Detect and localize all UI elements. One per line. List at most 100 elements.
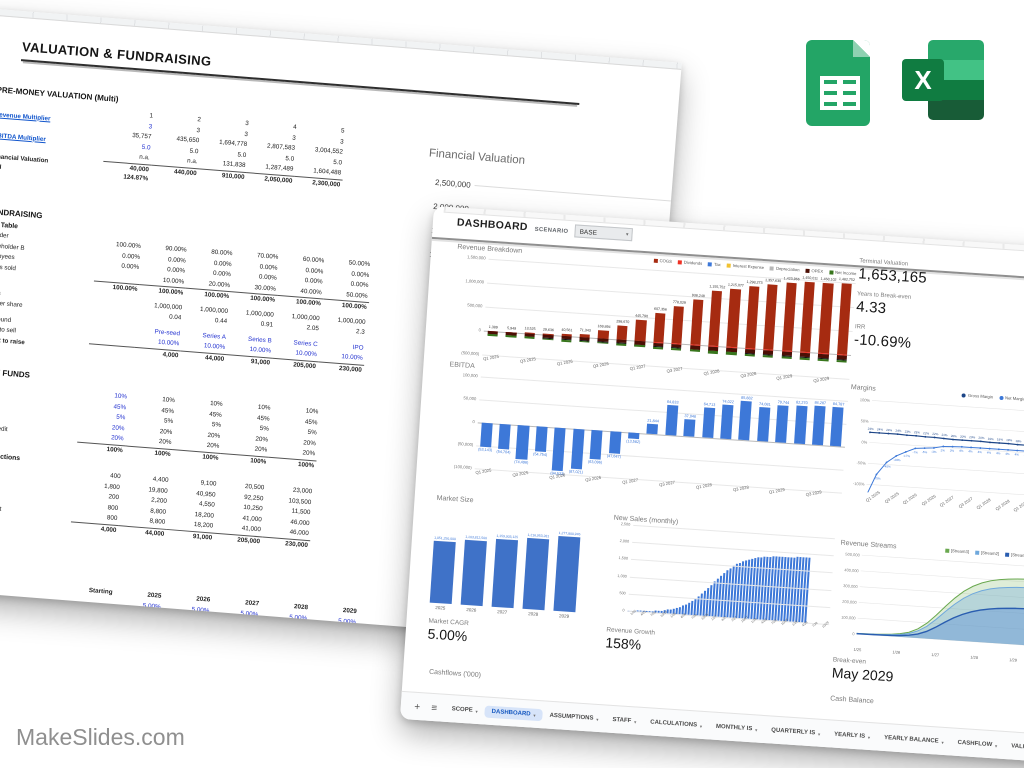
tab-quarterly-is[interactable]: QUARTERLY IS ▾	[764, 724, 828, 740]
cell	[88, 342, 135, 357]
bar-segment-costs	[671, 343, 682, 351]
data-label: 4%	[968, 449, 973, 453]
tab-assumptions[interactable]: ASSUMPTIONS ▾	[542, 709, 606, 725]
cell: 10.00%	[333, 627, 356, 637]
tab-valuation[interactable]: VALUATION▾	[1004, 740, 1024, 755]
data-point	[988, 447, 991, 450]
data-point	[924, 435, 927, 438]
tab-cashflow[interactable]: CASHFLOW ▾	[950, 736, 1004, 752]
chevron-down-icon: ▾	[533, 712, 536, 718]
axis-tick-label: 1/29	[1009, 657, 1018, 663]
axis-tick-label: 0	[478, 327, 482, 333]
bar-segment-costs	[487, 330, 499, 337]
cost-segment	[799, 357, 811, 361]
data-label: 4%	[996, 451, 1001, 455]
bar-group: 1,103,812,500 2026	[460, 535, 487, 613]
add-sheet-button[interactable]: +	[413, 701, 421, 713]
bar-segment-costs	[560, 335, 572, 343]
data-point	[887, 432, 890, 435]
axis-tick-label: (500,000)	[461, 350, 480, 357]
bar-segment-costs	[597, 338, 609, 345]
data-point	[961, 439, 964, 442]
gridline	[857, 617, 1024, 631]
market-size-chart: Market Size 1,051,250,000 2025 1,103,812,5…	[427, 495, 608, 653]
axis-tick-label: 1/28	[970, 654, 979, 661]
axis-tick-label: 1,000	[617, 573, 628, 579]
cell: 4,000	[134, 346, 181, 361]
data-label: -75%	[874, 476, 882, 480]
tab-scope[interactable]: SCOPE ▾	[444, 703, 485, 718]
cost-segment	[542, 338, 554, 341]
data-label: 20%	[978, 436, 985, 440]
tab-label: QUARTERLY IS	[771, 727, 816, 737]
bar-segment-costs	[542, 334, 554, 341]
axis-tick-label: 1/27	[931, 651, 940, 658]
gridline	[861, 554, 1024, 567]
tab-dashboard[interactable]: DASHBOARD ▾	[484, 705, 543, 722]
all-sheets-icon[interactable]: ≡	[430, 702, 438, 714]
legend-swatch	[974, 550, 980, 555]
data-point	[933, 436, 936, 439]
cost-segment	[836, 359, 847, 364]
tab-label: SCOPE	[451, 706, 473, 714]
axis-tick-label: 50%	[861, 418, 870, 424]
tab-label: YEARLY IS	[833, 731, 866, 740]
margins-chart: Margins Gross Margin Net Margin 100% 50% 0%…	[843, 384, 1024, 520]
cash-balance-chart-title: Cash Balance	[829, 695, 874, 706]
gridline	[872, 400, 1024, 413]
chevron-down-icon: ▾	[817, 731, 821, 737]
area-series	[856, 587, 1024, 646]
bar	[627, 432, 640, 440]
axis-tick-label: 100,000	[841, 615, 857, 621]
tab-yearly-balance[interactable]: YEARLY BALANCE ▾	[877, 732, 951, 749]
chevron-down-icon: ▾	[475, 708, 478, 714]
bar-segment-revenue	[818, 282, 834, 354]
data-point	[933, 447, 935, 449]
data-point	[970, 446, 972, 449]
axis-tick-label: 2,000	[619, 539, 630, 544]
axis-tick-label: 300,000	[843, 583, 859, 589]
bar	[552, 427, 566, 472]
bar-segment-costs	[689, 344, 701, 353]
legend-swatch	[708, 261, 713, 267]
tab-calculations[interactable]: CALCULATIONS ▾	[643, 716, 710, 732]
watermark: MakeSlides.com	[16, 724, 185, 750]
bar-segment-costs	[634, 340, 646, 348]
data-label: 24%	[868, 427, 875, 431]
legend-swatch	[828, 269, 834, 275]
bar	[522, 537, 550, 611]
axis-tick-label: 2,500	[620, 522, 631, 527]
cost-segment	[781, 356, 792, 360]
data-label: -45%	[884, 464, 892, 468]
cost-segment	[707, 350, 719, 354]
bar-segment-costs	[579, 336, 590, 344]
cell: 44,000	[179, 349, 227, 365]
cell: 230,000	[317, 360, 365, 375]
area-series	[856, 579, 1024, 646]
axis-tick-label: 1/25	[853, 646, 862, 653]
bar	[775, 405, 789, 443]
data-label: -5%	[922, 450, 928, 454]
legend-label: Tax	[714, 261, 721, 268]
data-label: 22%	[932, 432, 939, 436]
axis-tick-label: 400,000	[844, 567, 860, 573]
data-label: 2%	[940, 448, 945, 452]
tab-label: DASHBOARD	[491, 708, 531, 718]
data-label: 20%	[951, 434, 958, 438]
bar-segment-revenue	[671, 305, 685, 344]
axis-tick-label: 200,000	[842, 599, 858, 605]
cell: 10.00%	[138, 612, 161, 621]
bar	[830, 406, 844, 447]
axis-tick-label: 1,500,000	[466, 254, 486, 261]
cell	[64, 605, 114, 619]
bar-segment-revenue	[763, 284, 778, 350]
axis-tick-label: 2027	[497, 609, 508, 615]
tab-staff[interactable]: STAFF ▾	[605, 714, 644, 728]
gridline	[870, 421, 1024, 434]
tab-monthly-is[interactable]: MONTHLY IS ▾	[709, 720, 765, 736]
scenario-dropdown[interactable]: BASE ▾	[574, 224, 633, 242]
cost-segment	[505, 335, 517, 338]
gridline	[859, 586, 1024, 599]
tab-yearly-is[interactable]: YEARLY IS ▾	[827, 728, 878, 743]
bar-segment-costs	[652, 341, 664, 349]
